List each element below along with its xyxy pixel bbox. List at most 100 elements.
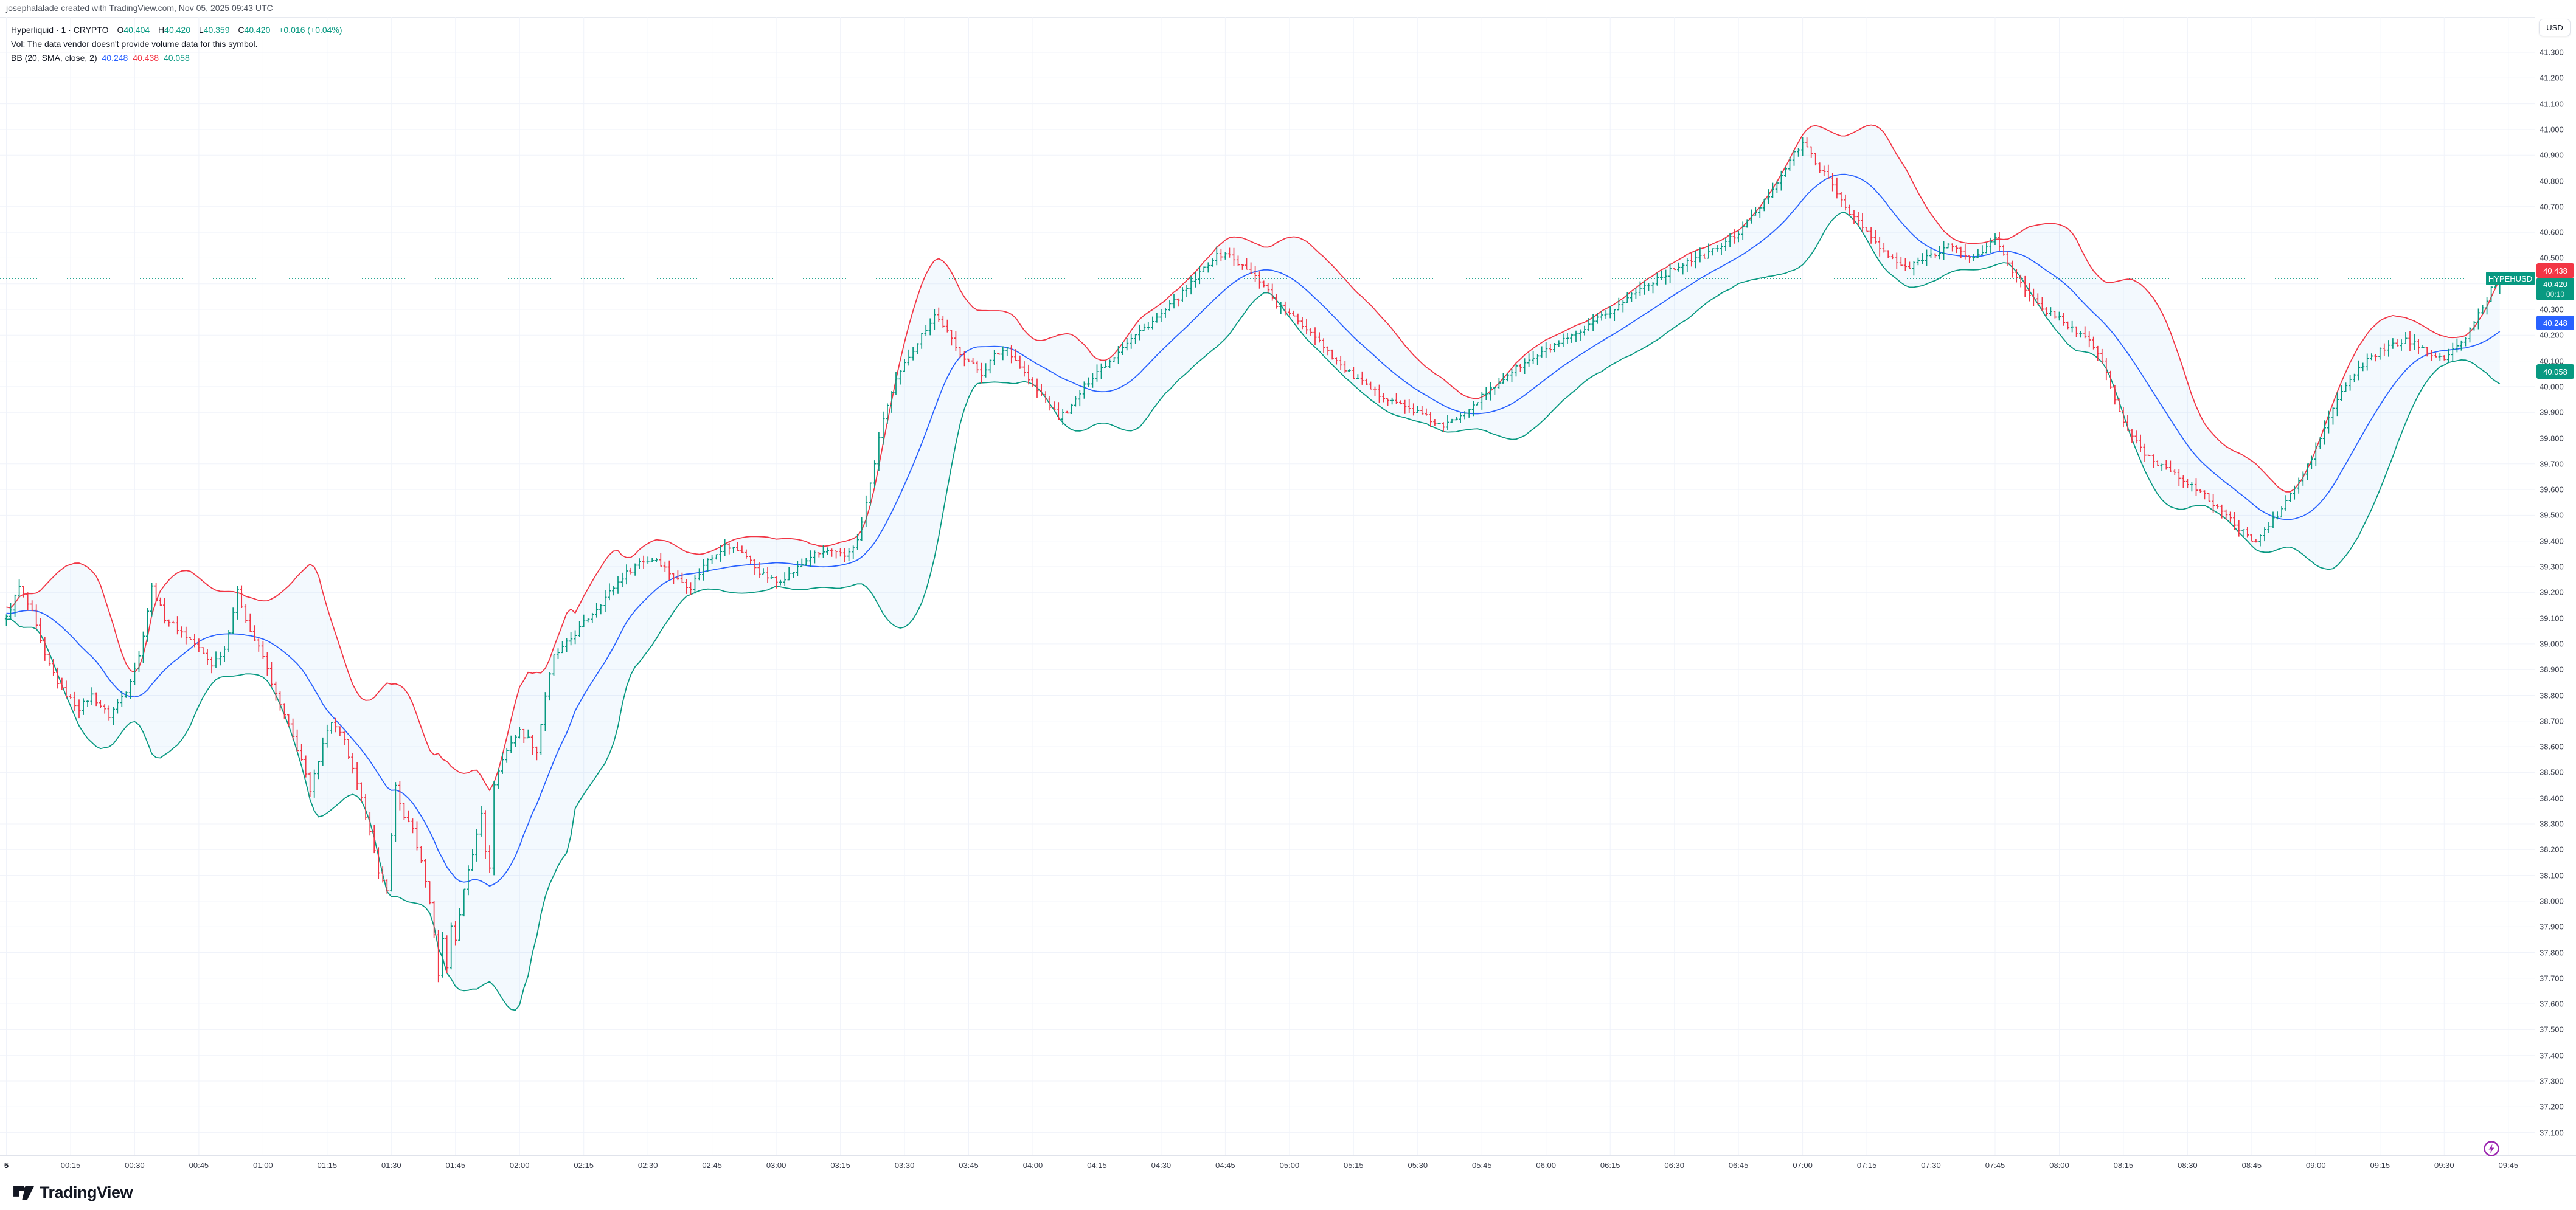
time-axis-label: 04:15 [1087, 1161, 1107, 1170]
bb-indicator-label[interactable]: BB (20, SMA, close, 2) [11, 53, 97, 63]
price-axis-label: 38.800 [2540, 691, 2564, 700]
time-axis-label: 03:00 [766, 1161, 786, 1170]
realtime-lightning-icon[interactable] [2483, 1140, 2500, 1157]
time-axis-label: 07:30 [1921, 1161, 1941, 1170]
price-axis-label: 38.600 [2540, 742, 2564, 752]
high-value: 40.420 [164, 25, 190, 35]
time-axis-label: 09:15 [2370, 1161, 2390, 1170]
time-axis-label: 06:00 [1536, 1161, 1556, 1170]
time-axis-label: 01:30 [381, 1161, 401, 1170]
price-axis-label: 37.600 [2540, 999, 2564, 1009]
last-price-badge: 40.420 00:10 [2536, 278, 2574, 300]
time-axis-label: 07:15 [1856, 1161, 1877, 1170]
tradingview-logo[interactable]: TradingView [13, 1183, 133, 1202]
time-axis-label: 00:30 [125, 1161, 145, 1170]
price-chart-canvas[interactable] [0, 17, 2535, 1155]
currency-toggle-button[interactable]: USD [2539, 19, 2571, 36]
time-axis-label: 02:30 [637, 1161, 658, 1170]
price-axis-label: 40.100 [2540, 356, 2564, 366]
time-axis-label: 00:15 [60, 1161, 81, 1170]
price-axis-label: 40.900 [2540, 150, 2564, 160]
time-axis-label: 07:00 [1793, 1161, 1813, 1170]
price-axis-label: 40.800 [2540, 176, 2564, 185]
time-axis-label: 02:15 [574, 1161, 594, 1170]
price-axis-label: 37.100 [2540, 1128, 2564, 1138]
symbol-title[interactable]: Hyperliquid · 1 · CRYPTO [11, 25, 109, 35]
price-axis[interactable]: 41.300 41.200 41.100 41.000 40.900 40.800 40.7… [2535, 17, 2576, 1155]
bb-basis-value: 40.248 [102, 53, 128, 63]
price-axis-label: 37.900 [2540, 922, 2564, 932]
time-axis-label: 05:00 [1279, 1161, 1300, 1170]
time-axis-label: 05:30 [1408, 1161, 1428, 1170]
time-axis-label: 09:30 [2434, 1161, 2454, 1170]
price-axis-label: 39.400 [2540, 536, 2564, 546]
price-axis-label: 39.200 [2540, 587, 2564, 597]
price-axis-label: 40.000 [2540, 382, 2564, 392]
price-axis-label: 40.500 [2540, 253, 2564, 263]
ticker-label-tag: HYPEHUSD [2486, 272, 2535, 285]
bb-lower-line [6, 212, 2501, 1011]
time-axis-label: 03:45 [959, 1161, 979, 1170]
close-label: C [238, 25, 245, 35]
bb-upper-price-badge: 40.438 [2536, 263, 2574, 278]
time-axis[interactable]: 5 00:15 00:30 00:45 01:00 01:15 01:30 01:45 02:0… [0, 1155, 2576, 1183]
time-axis-label: 06:15 [1600, 1161, 1620, 1170]
time-axis-label: 04:00 [1022, 1161, 1043, 1170]
time-axis-day-label: 5 [4, 1161, 9, 1170]
bb-basis-line [6, 173, 2501, 887]
price-axis-label: 37.400 [2540, 1051, 2564, 1060]
legend-bb-row[interactable]: BB (20, SMA, close, 2) 40.248 40.438 40.… [11, 51, 342, 64]
legend-symbol-row[interactable]: Hyperliquid · 1 · CRYPTO O40.404 H40.420… [11, 23, 342, 36]
time-axis-label: 07:45 [1985, 1161, 2005, 1170]
price-axis-label: 37.700 [2540, 973, 2564, 983]
open-label: O [117, 25, 124, 35]
time-axis-label: 09:45 [2498, 1161, 2519, 1170]
bb-basis-price-badge: 40.248 [2536, 316, 2574, 330]
price-axis-label: 38.400 [2540, 793, 2564, 803]
price-axis-label: 37.500 [2540, 1025, 2564, 1034]
down-bars [22, 137, 2446, 983]
tradingview-logo-text: TradingView [40, 1183, 133, 1201]
price-axis-label: 39.100 [2540, 614, 2564, 623]
price-axis-label: 41.000 [2540, 125, 2564, 134]
change-value: +0.016 (+0.04%) [279, 25, 342, 35]
price-axis-label: 41.100 [2540, 99, 2564, 109]
up-bars [4, 137, 2502, 978]
time-axis-label: 05:15 [1344, 1161, 1364, 1170]
chart-pane[interactable] [0, 17, 2535, 1155]
price-axis-label: 38.200 [2540, 845, 2564, 854]
price-axis-label: 38.900 [2540, 665, 2564, 674]
price-axis-label: 38.500 [2540, 767, 2564, 777]
time-axis-label: 04:30 [1151, 1161, 1172, 1170]
bb-lower-price-badge: 40.058 [2536, 364, 2574, 379]
price-axis-label: 39.900 [2540, 407, 2564, 417]
price-axis-label: 39.300 [2540, 562, 2564, 572]
time-axis-label: 06:30 [1664, 1161, 1684, 1170]
bb-upper-value: 40.438 [133, 53, 159, 63]
price-axis-label: 40.300 [2540, 305, 2564, 314]
time-axis-label: 00:45 [189, 1161, 209, 1170]
price-axis-label: 37.800 [2540, 948, 2564, 957]
close-value: 40.420 [244, 25, 271, 35]
legend-volume-row[interactable]: Vol: The data vendor doesn't provide vol… [11, 37, 342, 50]
price-axis-label: 37.300 [2540, 1076, 2564, 1086]
price-axis-label: 39.800 [2540, 434, 2564, 443]
time-axis-label: 03:30 [894, 1161, 915, 1170]
time-axis-label: 02:45 [702, 1161, 722, 1170]
volume-message: Vol: The data vendor doesn't provide vol… [11, 39, 258, 49]
time-axis-label: 01:45 [445, 1161, 466, 1170]
high-label: H [158, 25, 165, 35]
time-axis-label: 08:30 [2178, 1161, 2198, 1170]
attribution-text: josephalalade created with TradingView.c… [6, 3, 273, 13]
time-axis-label: 01:15 [317, 1161, 338, 1170]
time-axis-label: 08:45 [2241, 1161, 2262, 1170]
time-axis-label: 04:45 [1215, 1161, 1235, 1170]
price-axis-label: 38.100 [2540, 871, 2564, 880]
low-label: L [198, 25, 204, 35]
time-axis-label: 01:00 [253, 1161, 273, 1170]
low-value: 40.359 [203, 25, 230, 35]
price-axis-label: 39.000 [2540, 639, 2564, 649]
price-axis-label: 41.300 [2540, 47, 2564, 57]
time-axis-label: 02:00 [509, 1161, 530, 1170]
